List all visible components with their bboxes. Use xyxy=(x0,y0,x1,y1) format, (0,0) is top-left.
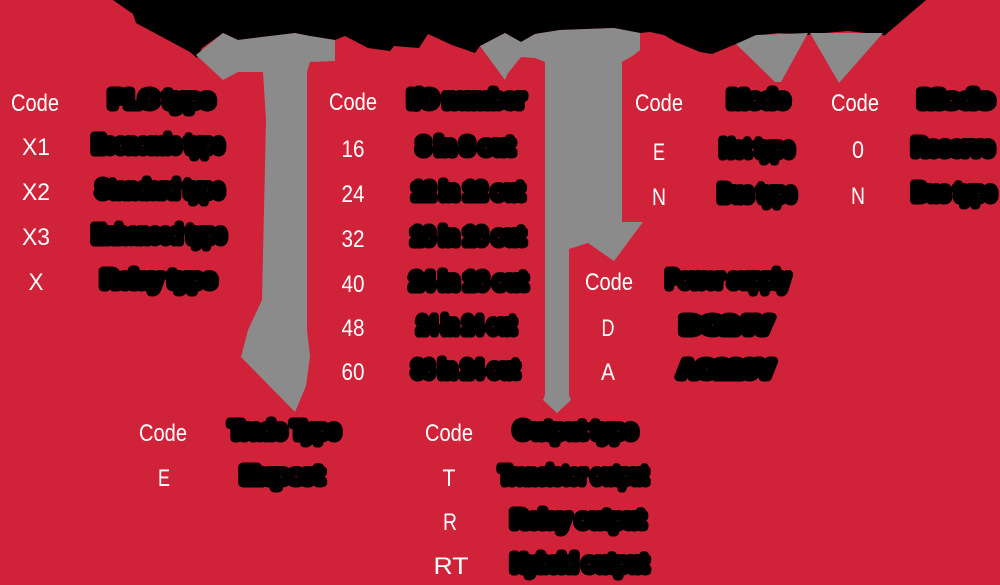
svg-text:Transistor output: Transistor output xyxy=(500,462,648,488)
svg-text:60: 60 xyxy=(342,359,365,386)
svg-text:Hybrid output: Hybrid output xyxy=(512,550,648,576)
svg-text:PLC type: PLC type xyxy=(110,86,214,112)
svg-text:16: 16 xyxy=(342,136,365,163)
svg-text:T: T xyxy=(443,465,456,492)
svg-text:Code: Code xyxy=(139,420,187,447)
svg-text:Trade Type: Trade Type xyxy=(230,417,340,443)
svg-text:X3: X3 xyxy=(22,224,50,251)
svg-text:Relay type: Relay type xyxy=(102,266,216,292)
svg-text:24 in 16 out: 24 in 16 out xyxy=(411,268,527,294)
svg-text:Relay output: Relay output xyxy=(512,506,645,532)
svg-text:I/O number: I/O number xyxy=(409,86,525,112)
svg-text:Code: Code xyxy=(11,90,59,117)
svg-text:N: N xyxy=(652,184,666,211)
svg-text:16 in 16 out: 16 in 16 out xyxy=(412,223,525,249)
svg-text:24: 24 xyxy=(342,181,365,208)
svg-text:Net type: Net type xyxy=(721,135,794,161)
svg-text:X2: X2 xyxy=(22,179,50,206)
svg-text:D: D xyxy=(602,315,615,342)
svg-text:Reserve: Reserve xyxy=(913,134,994,160)
svg-text:36 in 24 out: 36 in 24 out xyxy=(413,356,519,382)
svg-text:Code: Code xyxy=(425,420,473,447)
svg-text:Bus type: Bus type xyxy=(913,179,996,205)
svg-text:E: E xyxy=(158,465,170,492)
svg-text:Code: Code xyxy=(635,90,683,117)
svg-text:E: E xyxy=(653,139,665,166)
svg-text:32: 32 xyxy=(342,226,365,253)
svg-text:Power supply: Power supply xyxy=(667,266,790,292)
svg-text:X1: X1 xyxy=(22,134,50,161)
svg-text:12 in 12 out: 12 in 12 out xyxy=(413,178,524,204)
svg-text:Mode: Mode xyxy=(729,86,789,112)
svg-text:Enhanced type: Enhanced type xyxy=(93,221,226,247)
svg-text:Bus type: Bus type xyxy=(719,180,796,206)
svg-text:0: 0 xyxy=(852,137,864,164)
svg-text:Mode: Mode xyxy=(920,86,993,112)
svg-text:AC220V: AC220V xyxy=(679,356,775,382)
svg-text:N: N xyxy=(851,183,865,210)
svg-text:DC24V: DC24V xyxy=(682,312,773,338)
svg-text:Output type: Output type xyxy=(515,417,637,443)
svg-text:48: 48 xyxy=(342,315,365,342)
svg-text:RT: RT xyxy=(434,553,469,580)
svg-text:24 in 24 out: 24 in 24 out xyxy=(418,312,516,338)
svg-text:Code: Code xyxy=(831,90,879,117)
svg-text:40: 40 xyxy=(342,271,365,298)
svg-text:Export: Export xyxy=(242,462,323,488)
svg-text:A: A xyxy=(601,359,615,386)
svg-text:Economic type: Economic type xyxy=(93,131,224,157)
svg-text:R: R xyxy=(443,509,457,536)
svg-text:Standard type: Standard type xyxy=(97,176,224,202)
svg-text:Code: Code xyxy=(585,269,633,296)
svg-text:Code: Code xyxy=(329,89,377,116)
svg-text:X: X xyxy=(29,269,44,296)
svg-text:8 in 8 out: 8 in 8 out xyxy=(418,133,514,159)
